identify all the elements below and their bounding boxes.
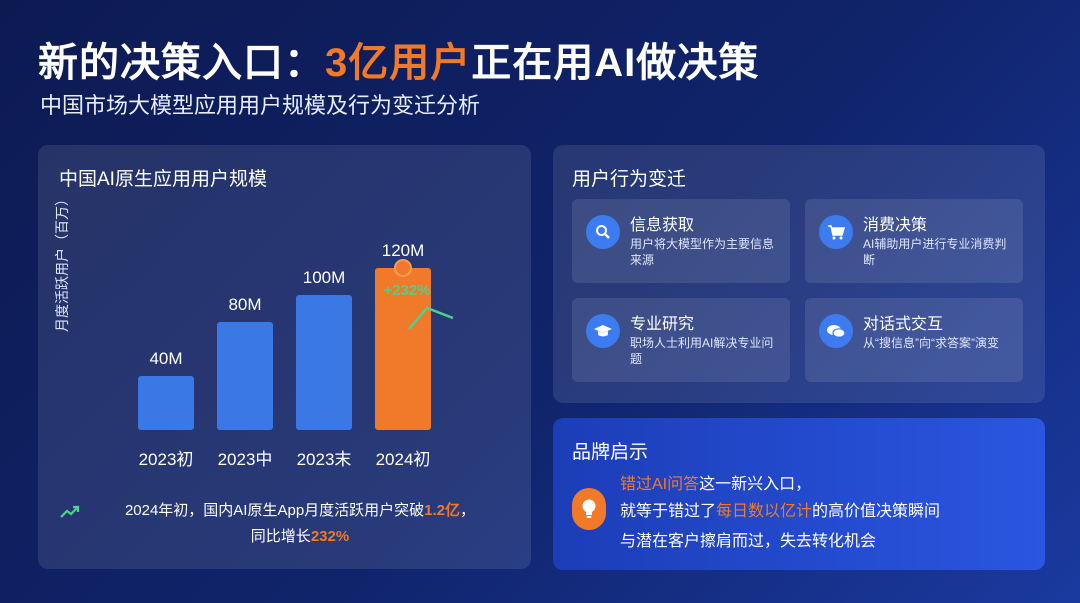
tile-title: 消费决策 <box>863 217 928 234</box>
trend-up-icon <box>60 505 80 524</box>
footnote-highlight-growth: 232% <box>310 528 350 545</box>
lightbulb-icon <box>572 488 606 530</box>
footnote-part-c: 同比增长 <box>250 528 311 545</box>
chart-footnote: 2024年初，国内AI原生App月度活跃用户突破1.2亿， 同比增长232% <box>100 498 500 550</box>
chart-title: 中国AI原生应用用户规模 <box>59 169 267 190</box>
brand-line-2-b: 的高价值决策瞬间 <box>812 503 941 520</box>
brand-line-2: 就等于错过了每日数以亿计的高价值决策瞬间 <box>620 497 940 521</box>
user-scale-card: 中国AI原生应用用户规模 <box>38 145 531 569</box>
behavior-title: 用户行为变迁 <box>572 169 687 190</box>
bar-0 <box>138 376 194 430</box>
graduation-cap-icon <box>586 314 620 348</box>
bar-value-label-0: 40M <box>149 349 182 368</box>
tile-title: 对话式交互 <box>863 316 944 333</box>
search-icon <box>586 215 620 249</box>
footnote-highlight-users: 1.2亿 <box>424 502 461 519</box>
tile-desc: 用户将大模型作为主要信息来源 <box>630 237 775 267</box>
bar-value-label-1: 80M <box>228 295 261 314</box>
cart-icon <box>819 215 853 249</box>
category-label-3: 2024初 <box>376 450 431 469</box>
tile-info-acquisition: 信息获取 用户将大模型作为主要信息来源 <box>572 199 790 283</box>
page-title: 新的决策入口：3亿用户正在用AI做决策 <box>38 30 759 88</box>
footnote-part-a: 2024年初，国内AI原生App月度活跃用户突破 <box>124 502 425 519</box>
category-label-1: 2023中 <box>218 450 273 469</box>
bar-value-label-3: 120M <box>382 241 425 260</box>
footnote-part-b: ， <box>460 502 476 519</box>
brand-line-1: 错过AI问答这一新兴入口， <box>620 470 811 494</box>
bar-2 <box>296 295 352 430</box>
bar-value-label-2: 100M <box>303 268 346 287</box>
page-subtitle: 中国市场大模型应用用户规模及行为变迁分析 <box>40 93 481 118</box>
user-behavior-card: 用户行为变迁 信息获取 用户将大模型作为主要信息来源 消费决策 AI辅助用户进行… <box>553 145 1045 403</box>
title-highlight: 3亿用户 <box>325 41 472 85</box>
tile-title: 信息获取 <box>630 217 695 234</box>
tile-desc: 从“搜信息”向“求答案”演变 <box>863 336 999 350</box>
chat-icon <box>819 314 853 348</box>
brand-line-3: 与潜在客户擦肩而过，失去转化机会 <box>620 533 877 550</box>
tile-professional-research: 专业研究 职场人士利用AI解决专业问题 <box>572 298 790 382</box>
brand-insight-card: 品牌启示 错过AI问答这一新兴入口， 就等于错过了每日数以亿计的高价值决策瞬间 … <box>553 418 1045 570</box>
tile-title: 专业研究 <box>630 316 695 333</box>
tile-desc: AI辅助用户进行专业消费判断 <box>863 237 1007 267</box>
tile-desc: 职场人士利用AI解决专业问题 <box>630 336 774 366</box>
category-label-0: 2023初 <box>139 450 194 469</box>
growth-arrow <box>408 306 454 330</box>
title-part-a: 新的决策入口： <box>38 41 325 85</box>
bar-1 <box>217 322 273 430</box>
title-part-b: 正在用AI做决策 <box>471 41 760 85</box>
brand-line-2-a: 就等于错过了 <box>620 503 717 520</box>
growth-annotation: +232% <box>383 282 430 299</box>
category-label-2: 2023末 <box>297 450 352 469</box>
brand-highlight-ai-qa: 错过AI问答 <box>620 476 700 493</box>
highlight-marker <box>394 259 412 277</box>
brand-highlight-daily: 每日数以亿计 <box>716 503 813 520</box>
tile-conversational-interaction: 对话式交互 从“搜信息”向“求答案”演变 <box>805 298 1023 382</box>
bar-3 <box>375 268 431 430</box>
brand-line-1-text: 这一新兴入口， <box>699 476 812 493</box>
tile-consumer-decision: 消费决策 AI辅助用户进行专业消费判断 <box>805 199 1023 283</box>
brand-title: 品牌启示 <box>572 442 649 463</box>
